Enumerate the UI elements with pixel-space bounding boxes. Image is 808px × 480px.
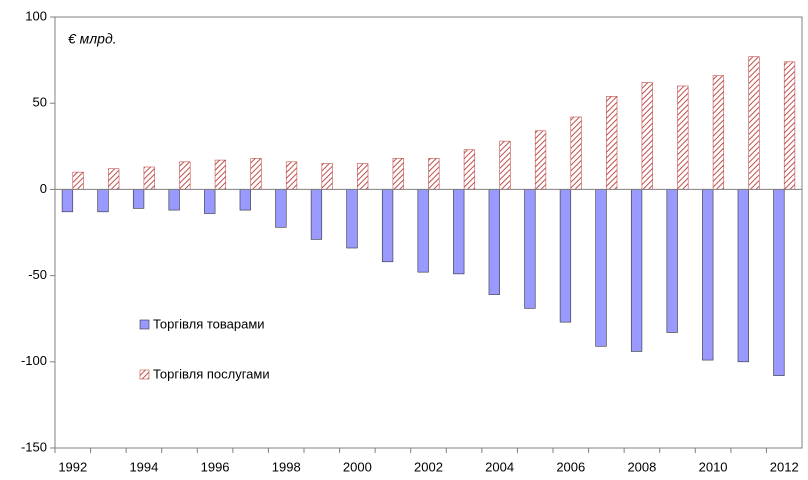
bar: [463, 149, 476, 190]
bar: [417, 189, 429, 273]
x-tick-label: 2004: [485, 459, 514, 474]
bar: [559, 189, 572, 323]
bar: [357, 163, 369, 190]
bar: [346, 189, 358, 249]
bar: [97, 189, 109, 213]
bar: [381, 189, 394, 263]
bar: [606, 96, 618, 190]
bar: [488, 189, 500, 295]
bar: [321, 163, 333, 190]
x-tick-label: 1992: [58, 459, 87, 474]
bar: [250, 158, 262, 190]
bar: [783, 61, 796, 190]
bar: [132, 189, 145, 209]
legend-swatch: [139, 369, 150, 380]
bar: [630, 189, 643, 352]
bar: [108, 168, 120, 190]
bar: [524, 189, 536, 309]
x-tick-label: 2002: [414, 459, 443, 474]
bar: [677, 85, 689, 190]
y-tick-label: 50: [33, 95, 47, 110]
x-tick-label: 2010: [699, 459, 728, 474]
y-tick-label: -150: [21, 439, 47, 454]
x-tick-label: 2000: [343, 459, 372, 474]
bar: [285, 161, 298, 190]
x-tick-label: 1994: [129, 459, 158, 474]
unit-annotation: € млрд.: [68, 31, 117, 47]
bar: [702, 189, 714, 361]
bar: [143, 166, 155, 190]
bar: [168, 189, 180, 211]
bar: [310, 189, 323, 240]
legend-label: Торгівля послугами: [153, 366, 270, 381]
bar: [428, 158, 440, 190]
bar: [214, 159, 227, 190]
x-tick-label: 2012: [770, 459, 799, 474]
y-tick-label: -50: [28, 267, 47, 282]
bar: [534, 130, 547, 190]
bar: [179, 161, 191, 190]
bar: [595, 189, 607, 347]
bar: [275, 189, 287, 228]
bar: [666, 189, 678, 333]
y-tick-label: -100: [21, 353, 47, 368]
legend-label: Торгівля товарами: [153, 316, 265, 331]
bar: [570, 116, 582, 190]
bar: [204, 189, 216, 214]
bar: [72, 171, 84, 190]
bar: [773, 189, 785, 376]
bar: [748, 56, 760, 190]
y-tick-label: 0: [40, 181, 47, 196]
bar: [712, 75, 725, 190]
x-tick-label: 1998: [272, 459, 301, 474]
bar: [392, 158, 404, 190]
bar: [641, 82, 653, 190]
y-tick-label: 100: [25, 8, 47, 23]
legend-swatch: [139, 319, 150, 330]
bar: [239, 189, 251, 211]
bar: [499, 140, 511, 190]
bar: [453, 189, 465, 275]
plot-frame: [54, 16, 803, 449]
bar: [737, 189, 749, 363]
bar: [61, 189, 74, 213]
x-tick-label: 2006: [556, 459, 585, 474]
x-tick-label: 2008: [627, 459, 656, 474]
x-tick-label: 1996: [201, 459, 230, 474]
